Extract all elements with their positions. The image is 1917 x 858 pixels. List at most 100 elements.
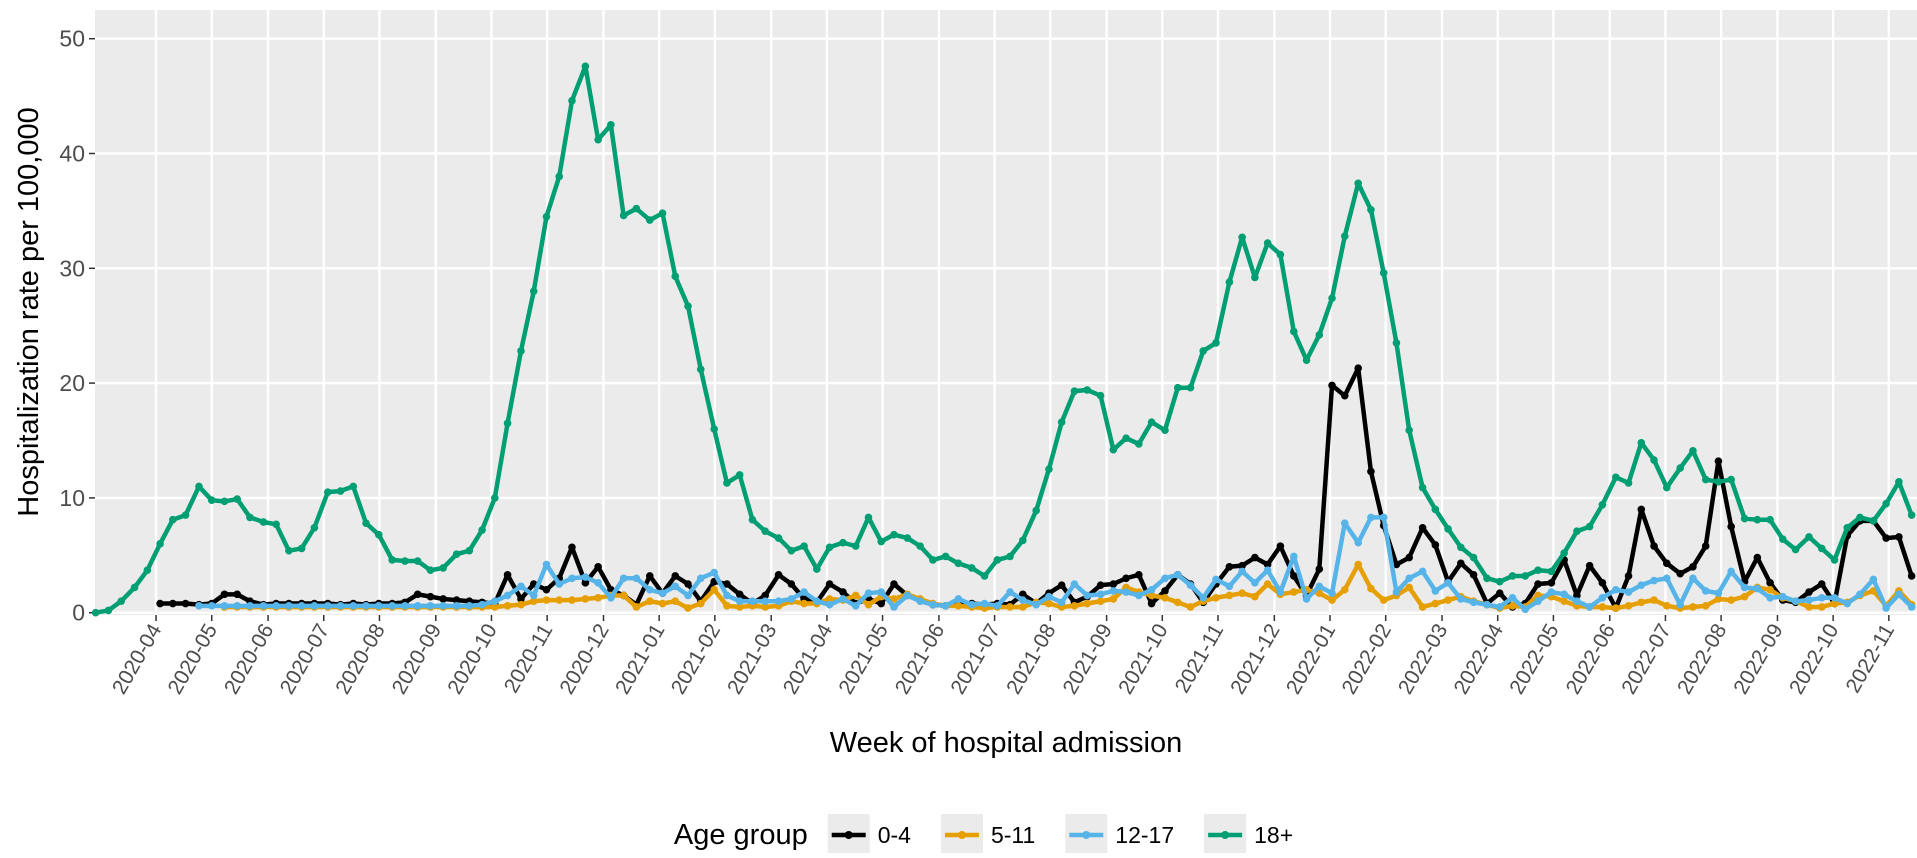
legend-item: 18+: [1204, 814, 1293, 856]
legend-title: Age group: [674, 819, 808, 851]
data-point: [1238, 233, 1246, 242]
data-point: [1701, 602, 1710, 610]
data-point: [929, 600, 937, 609]
data-point: [1856, 590, 1864, 599]
data-point: [890, 595, 898, 603]
data-point: [1418, 523, 1427, 532]
data-point: [233, 590, 242, 599]
data-point: [696, 365, 705, 374]
data-point: [388, 556, 396, 564]
data-point: [825, 600, 834, 609]
data-point: [1662, 559, 1671, 568]
data-point: [130, 583, 139, 592]
data-point: [787, 546, 796, 555]
data-point: [684, 302, 692, 310]
data-point: [980, 572, 989, 580]
x-tick-label: 2021-11: [1171, 620, 1229, 697]
data-point: [310, 523, 319, 532]
data-point: [117, 597, 125, 606]
data-point: [1843, 599, 1852, 608]
data-point: [1225, 562, 1234, 571]
x-tick-label: 2021-07: [946, 620, 1004, 698]
data-point: [1740, 583, 1749, 592]
data-point: [1740, 514, 1749, 523]
data-point: [478, 600, 486, 609]
data-point: [1585, 522, 1594, 531]
data-point: [1547, 579, 1556, 587]
data-point: [1598, 500, 1607, 509]
data-point: [1469, 571, 1478, 579]
data-point: [1251, 592, 1259, 601]
x-tick-label: 2022-04: [1450, 620, 1509, 699]
data-point: [1302, 356, 1311, 364]
data-point: [671, 582, 680, 591]
data-point: [1611, 604, 1620, 612]
data-point: [1173, 598, 1182, 607]
data-point: [555, 580, 564, 588]
data-point: [1843, 523, 1852, 532]
data-point: [1779, 592, 1787, 601]
data-point: [1276, 588, 1285, 596]
data-point: [1895, 590, 1903, 599]
data-point: [1057, 598, 1066, 607]
data-point: [1251, 273, 1259, 282]
data-point: [916, 542, 924, 550]
data-point: [658, 599, 667, 608]
data-point: [169, 599, 177, 608]
data-point: [671, 272, 680, 281]
data-point: [929, 556, 937, 564]
data-point: [503, 571, 512, 579]
data-point: [1225, 582, 1234, 591]
data-point: [684, 604, 692, 612]
data-point: [285, 602, 293, 610]
data-point: [825, 543, 834, 552]
data-point: [1263, 580, 1272, 588]
data-point: [1186, 581, 1195, 589]
data-point: [710, 425, 718, 433]
data-point: [1006, 588, 1014, 596]
data-point: [285, 546, 293, 555]
data-point: [1701, 475, 1710, 484]
data-point: [1483, 574, 1491, 583]
legend-item: 0-4: [827, 814, 911, 856]
data-point: [555, 596, 564, 604]
data-point: [1135, 440, 1143, 448]
data-point: [1096, 597, 1105, 606]
x-tick-label: 2020-05: [164, 620, 222, 698]
data-point: [1650, 596, 1658, 604]
data-point: [1637, 581, 1646, 589]
data-point: [220, 590, 229, 599]
data-point: [761, 527, 769, 535]
data-point: [658, 209, 667, 217]
data-point: [426, 566, 435, 575]
data-point: [1779, 535, 1787, 544]
x-tick-label: 2022-11: [1841, 620, 1899, 697]
data-point: [207, 602, 216, 610]
data-point: [323, 602, 332, 610]
data-point: [195, 602, 203, 610]
data-point: [1766, 585, 1774, 594]
data-point: [839, 595, 847, 603]
data-point: [632, 204, 641, 213]
data-point: [388, 602, 396, 610]
data-point: [374, 602, 383, 610]
data-point: [1534, 597, 1542, 606]
data-point: [619, 574, 628, 583]
data-point: [1340, 391, 1349, 400]
data-point: [851, 591, 860, 600]
data-point: [1045, 465, 1053, 474]
data-point: [710, 585, 718, 594]
data-point: [594, 135, 602, 144]
data-point: [1611, 473, 1620, 482]
data-point: [542, 560, 551, 569]
data-point: [864, 600, 873, 609]
data-point: [967, 564, 976, 572]
data-point: [1379, 269, 1388, 277]
data-point: [195, 482, 203, 491]
data-point: [1817, 603, 1826, 611]
data-point: [1662, 574, 1671, 583]
data-point: [1276, 542, 1285, 550]
data-point: [1882, 499, 1890, 508]
data-point: [91, 608, 100, 617]
data-point: [813, 565, 821, 573]
